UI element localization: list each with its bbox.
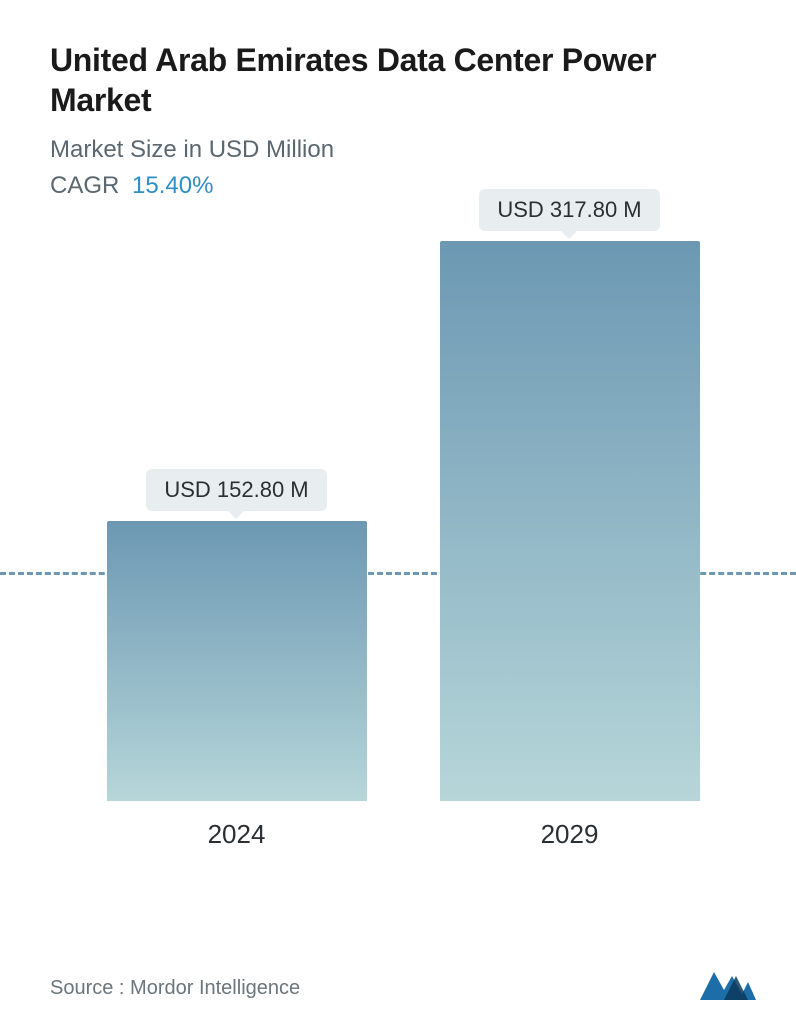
chart-title: United Arab Emirates Data Center Power M… xyxy=(50,40,756,120)
x-axis-label: 2029 xyxy=(541,819,599,850)
x-axis-label: 2024 xyxy=(208,819,266,850)
cagr-value: 15.40% xyxy=(132,172,213,199)
value-badge: USD 152.80 M xyxy=(146,469,326,511)
bars-container: USD 152.80 M2024USD 317.80 M2029 xyxy=(50,250,756,850)
bar-group-2029: USD 317.80 M 2029 xyxy=(440,189,700,850)
source-text: Source : Mordor Intelligence xyxy=(50,977,300,1000)
chart-subtitle: Market Size in USD Million xyxy=(50,136,756,164)
value-badge: USD 317.80 M xyxy=(479,189,659,231)
cagr-label: CAGR xyxy=(50,172,119,199)
chart-area: USD 152.80 M2024USD 317.80 M2029 xyxy=(50,250,756,890)
mordor-logo-icon xyxy=(700,962,756,1000)
chart-footer: Source : Mordor Intelligence xyxy=(50,962,756,1000)
bar xyxy=(440,241,700,801)
bar xyxy=(107,521,367,801)
bar-group-2024: USD 152.80 M 2024 xyxy=(107,469,367,850)
